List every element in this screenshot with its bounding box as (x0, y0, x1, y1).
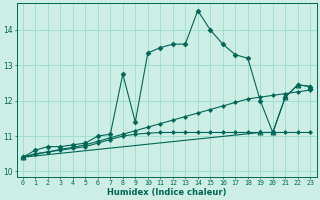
X-axis label: Humidex (Indice chaleur): Humidex (Indice chaleur) (107, 188, 226, 197)
